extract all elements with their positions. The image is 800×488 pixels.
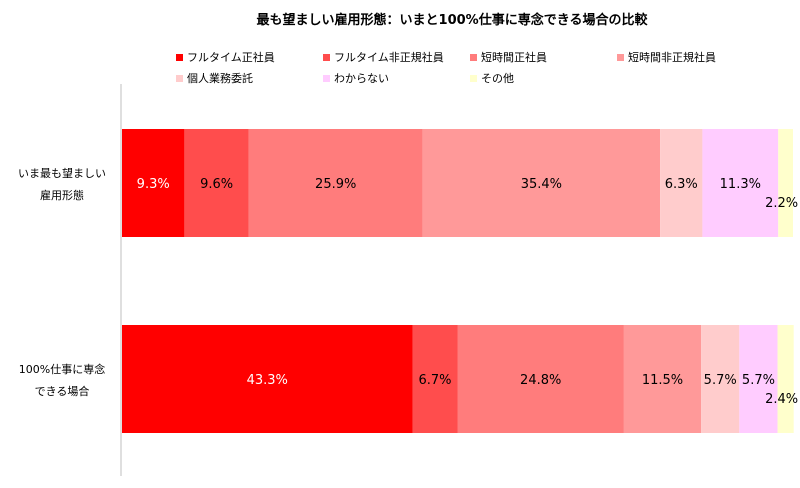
bar-1-4 bbox=[422, 129, 661, 237]
legend-label-5: 個人業務委託 bbox=[187, 71, 253, 85]
bar-2-6 bbox=[739, 325, 778, 433]
data-labels: 9.3% 9.6% 25.9% 35.4% 6.3% 11.3% 2.2% 43.3% 6.7%… bbox=[137, 177, 798, 407]
category-label-1-line-2: 雇用形態 bbox=[40, 188, 84, 202]
data-label-2-4: 11.5% bbox=[642, 373, 683, 388]
chart-title: 最も望ましい雇用形態：いまと100%仕事に専念できる場合の比較 bbox=[257, 12, 649, 28]
legend-label-2: フルタイム非正規社員 bbox=[334, 50, 444, 64]
data-label-2-1: 43.3% bbox=[247, 373, 288, 388]
legend-swatch-1 bbox=[176, 54, 183, 61]
data-label-1-6: 11.3% bbox=[720, 177, 761, 192]
legend-swatch-7 bbox=[470, 75, 477, 82]
data-label-1-2: 9.6% bbox=[200, 177, 233, 192]
legend-swatch-4 bbox=[617, 54, 624, 61]
data-label-1-7: 2.2% bbox=[765, 196, 798, 211]
data-label-1-3: 25.9% bbox=[315, 177, 356, 192]
bar-1-7 bbox=[778, 129, 793, 237]
legend-swatch-5 bbox=[176, 75, 183, 82]
data-label-2-7: 2.4% bbox=[765, 392, 798, 407]
bar-1-2 bbox=[184, 129, 249, 237]
category-label-1-line-1: いま最も望ましい bbox=[18, 167, 106, 180]
legend-label-1: フルタイム正社員 bbox=[187, 50, 275, 64]
bar-2-2 bbox=[412, 325, 458, 433]
bars bbox=[122, 129, 794, 433]
data-label-2-3: 24.8% bbox=[520, 373, 561, 388]
bar-2-3 bbox=[457, 325, 624, 433]
data-label-1-4: 35.4% bbox=[521, 177, 562, 192]
bar-2-7 bbox=[777, 325, 794, 433]
legend-label-4: 短時間非正規社員 bbox=[628, 50, 716, 64]
data-label-2-6: 5.7% bbox=[742, 373, 775, 388]
bar-2-1 bbox=[122, 325, 413, 433]
data-label-1-1: 9.3% bbox=[137, 177, 170, 192]
legend-label-3: 短時間正社員 bbox=[481, 50, 547, 64]
legend-label-7: その他 bbox=[481, 72, 514, 85]
bar-1-1 bbox=[122, 129, 185, 237]
legend-label-6: わからない bbox=[334, 72, 389, 85]
category-label-2-line-2: できる場合 bbox=[35, 384, 90, 398]
legend-swatch-6 bbox=[323, 75, 330, 82]
category-label-2-line-1: 100%仕事に専念 bbox=[19, 362, 105, 376]
legend-swatch-2 bbox=[323, 54, 330, 61]
data-label-1-5: 6.3% bbox=[665, 177, 698, 192]
data-label-2-2: 6.7% bbox=[419, 373, 452, 388]
bar-2-5 bbox=[701, 325, 740, 433]
bar-1-3 bbox=[248, 129, 423, 237]
bar-1-6 bbox=[702, 129, 779, 237]
bar-1-5 bbox=[660, 129, 703, 237]
data-label-2-5: 5.7% bbox=[704, 373, 737, 388]
legend-swatch-3 bbox=[470, 54, 477, 61]
bar-2-4 bbox=[623, 325, 702, 433]
